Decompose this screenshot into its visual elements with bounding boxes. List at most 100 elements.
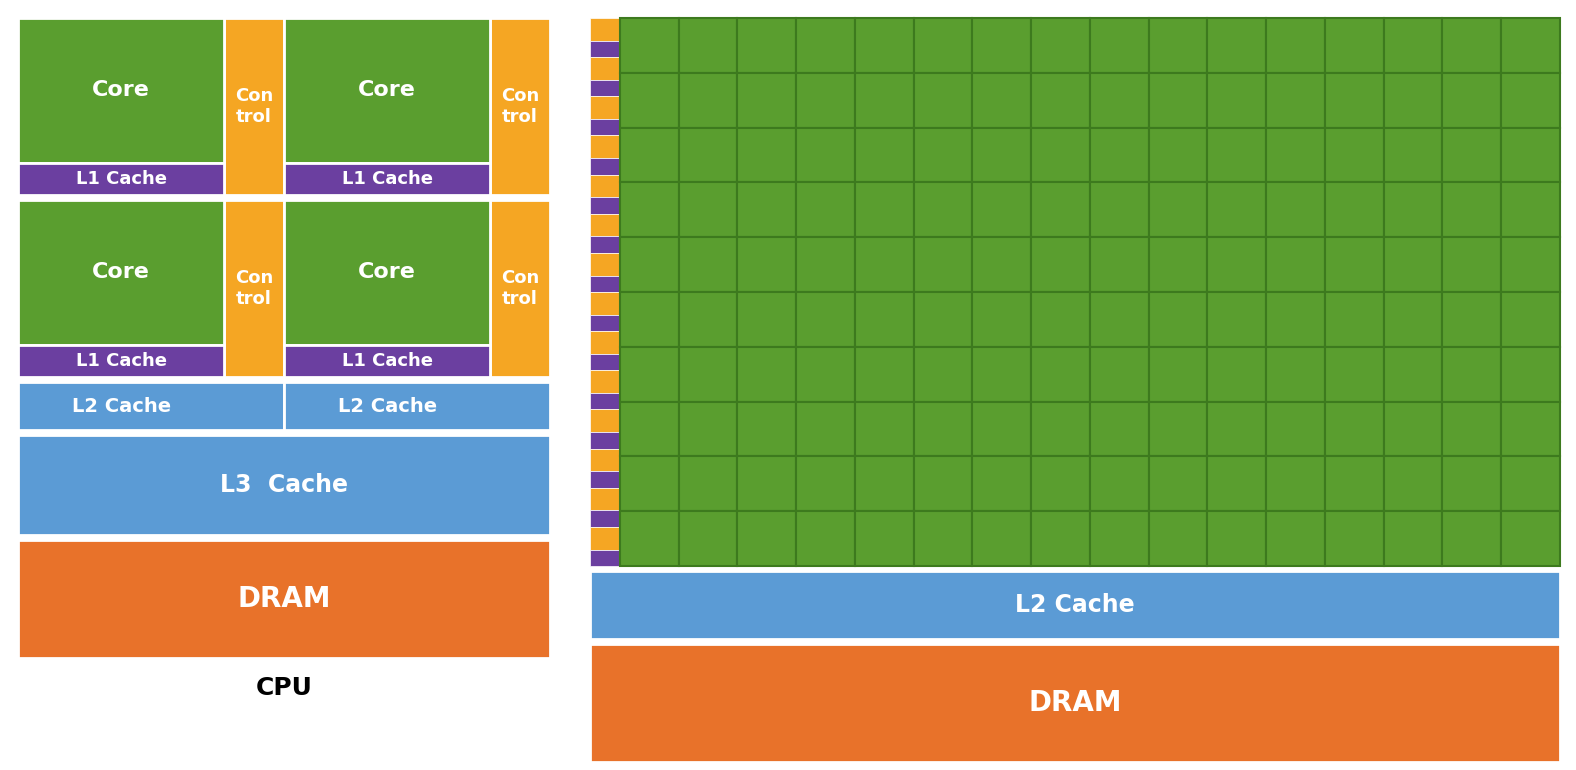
Bar — [1502, 18, 1560, 73]
Bar — [1149, 457, 1207, 511]
Bar — [1384, 511, 1442, 566]
Bar — [679, 182, 738, 237]
Bar — [589, 550, 619, 566]
Bar — [972, 457, 1031, 511]
Bar — [1384, 182, 1442, 237]
Text: Core: Core — [358, 263, 416, 283]
Bar — [1031, 402, 1091, 457]
Bar — [738, 292, 796, 346]
Bar — [972, 402, 1031, 457]
Bar — [679, 237, 738, 292]
Bar — [1442, 73, 1502, 128]
Bar — [972, 18, 1031, 73]
Bar — [1266, 128, 1325, 182]
Bar — [1091, 182, 1149, 237]
Bar — [1442, 128, 1502, 182]
Bar — [738, 18, 796, 73]
Bar — [589, 393, 619, 410]
Bar — [619, 237, 679, 292]
Bar — [796, 237, 856, 292]
Bar — [1502, 182, 1560, 237]
Bar — [1031, 18, 1091, 73]
Bar — [972, 73, 1031, 128]
Bar — [972, 511, 1031, 566]
Text: L2 Cache: L2 Cache — [337, 397, 437, 416]
Bar — [796, 128, 856, 182]
Bar — [1266, 73, 1325, 128]
Bar — [1091, 128, 1149, 182]
Bar — [679, 73, 738, 128]
Bar — [1325, 457, 1384, 511]
Bar — [796, 511, 856, 566]
Bar — [1384, 73, 1442, 128]
Bar — [589, 571, 1560, 639]
Text: L1 Cache: L1 Cache — [76, 352, 167, 370]
Bar — [1149, 73, 1207, 128]
Text: DRAM: DRAM — [1028, 689, 1122, 717]
Bar — [1091, 18, 1149, 73]
Bar — [619, 457, 679, 511]
Bar — [679, 402, 738, 457]
Text: L1 Cache: L1 Cache — [342, 352, 432, 370]
Bar — [1207, 511, 1266, 566]
Bar — [589, 96, 619, 119]
Bar — [738, 457, 796, 511]
Bar — [738, 402, 796, 457]
Bar — [619, 402, 679, 457]
Bar — [1031, 128, 1091, 182]
Bar — [1091, 402, 1149, 457]
Bar — [589, 236, 619, 253]
Bar — [1091, 73, 1149, 128]
Bar — [1207, 457, 1266, 511]
Bar — [856, 402, 914, 457]
Bar — [796, 73, 856, 128]
Bar — [589, 276, 619, 292]
Bar — [589, 214, 619, 236]
Bar — [1502, 73, 1560, 128]
Bar — [738, 73, 796, 128]
Bar — [856, 128, 914, 182]
Bar — [914, 18, 972, 73]
Bar — [1384, 457, 1442, 511]
Bar — [589, 136, 619, 158]
Bar — [1091, 237, 1149, 292]
Text: CPU: CPU — [255, 676, 312, 700]
Bar — [679, 346, 738, 402]
Bar — [17, 200, 224, 345]
Bar — [1266, 402, 1325, 457]
Bar — [972, 237, 1031, 292]
Bar — [589, 175, 619, 197]
Bar — [17, 345, 224, 377]
Bar — [619, 511, 679, 566]
Bar — [738, 511, 796, 566]
Bar — [17, 163, 224, 195]
Text: Core: Core — [358, 81, 416, 101]
Bar — [1325, 402, 1384, 457]
Text: Core: Core — [91, 81, 150, 101]
Bar — [619, 18, 679, 73]
Bar — [224, 18, 284, 195]
Bar — [972, 128, 1031, 182]
Bar — [1442, 292, 1502, 346]
Bar — [589, 197, 619, 214]
Bar — [1091, 292, 1149, 346]
Bar — [1031, 73, 1091, 128]
Bar — [1091, 346, 1149, 402]
Bar — [1502, 402, 1560, 457]
Bar — [796, 292, 856, 346]
Bar — [589, 57, 619, 80]
Bar — [1091, 457, 1149, 511]
Bar — [284, 382, 550, 430]
Bar — [914, 346, 972, 402]
Bar — [589, 331, 619, 354]
Bar — [1149, 292, 1207, 346]
Bar — [1207, 346, 1266, 402]
Text: Con
trol: Con trol — [235, 87, 273, 126]
Bar — [1502, 292, 1560, 346]
Bar — [589, 511, 619, 527]
Bar — [1149, 128, 1207, 182]
Bar — [1325, 511, 1384, 566]
Bar — [17, 382, 284, 430]
Text: L1 Cache: L1 Cache — [76, 170, 167, 188]
Bar — [1325, 128, 1384, 182]
